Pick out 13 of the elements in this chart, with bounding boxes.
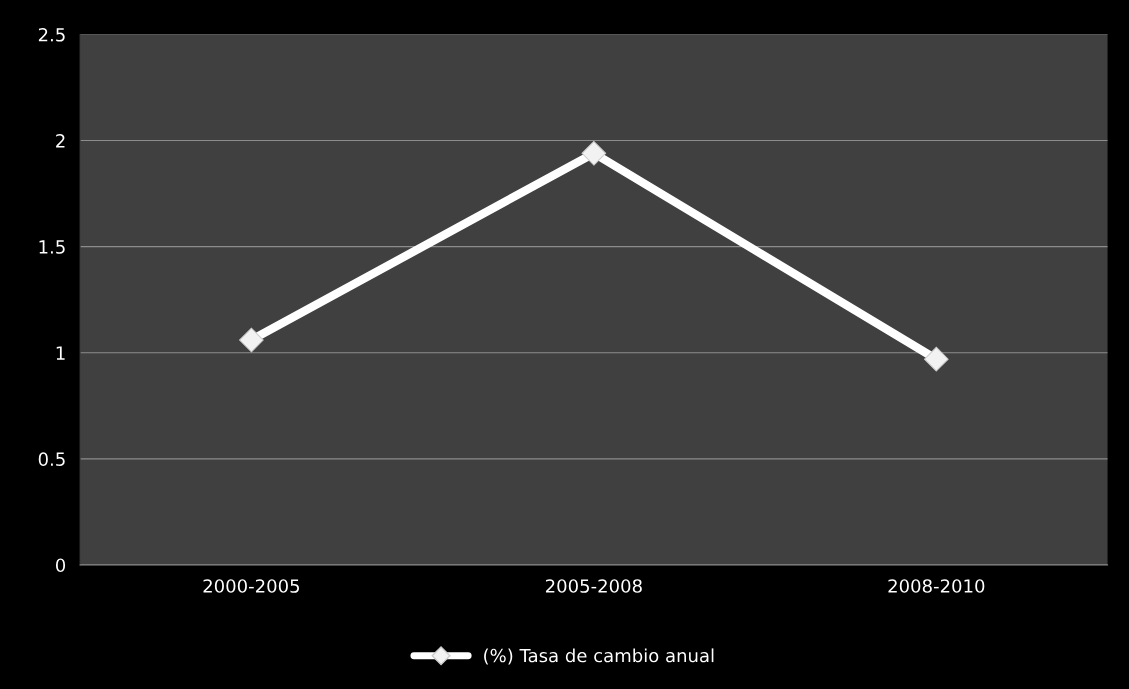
x-tick-label: 2005-2008 <box>545 579 642 593</box>
y-tick-label: 2 <box>56 134 65 148</box>
legend-label: (%) Tasa de cambio anual <box>484 648 714 665</box>
y-tick-label: 1.5 <box>39 240 65 254</box>
y-tick-label: 2.5 <box>38 27 65 42</box>
point <box>581 140 607 166</box>
point <box>239 327 264 353</box>
y-tick-label: 1 <box>56 346 65 360</box>
x-tick-label: 2008-2010 <box>888 579 985 593</box>
point <box>924 346 949 372</box>
y-tick-label: 0 <box>55 558 66 573</box>
y-tick-label: 0.5 <box>38 452 65 466</box>
x-tick-label: 2000-2005 <box>203 579 300 593</box>
